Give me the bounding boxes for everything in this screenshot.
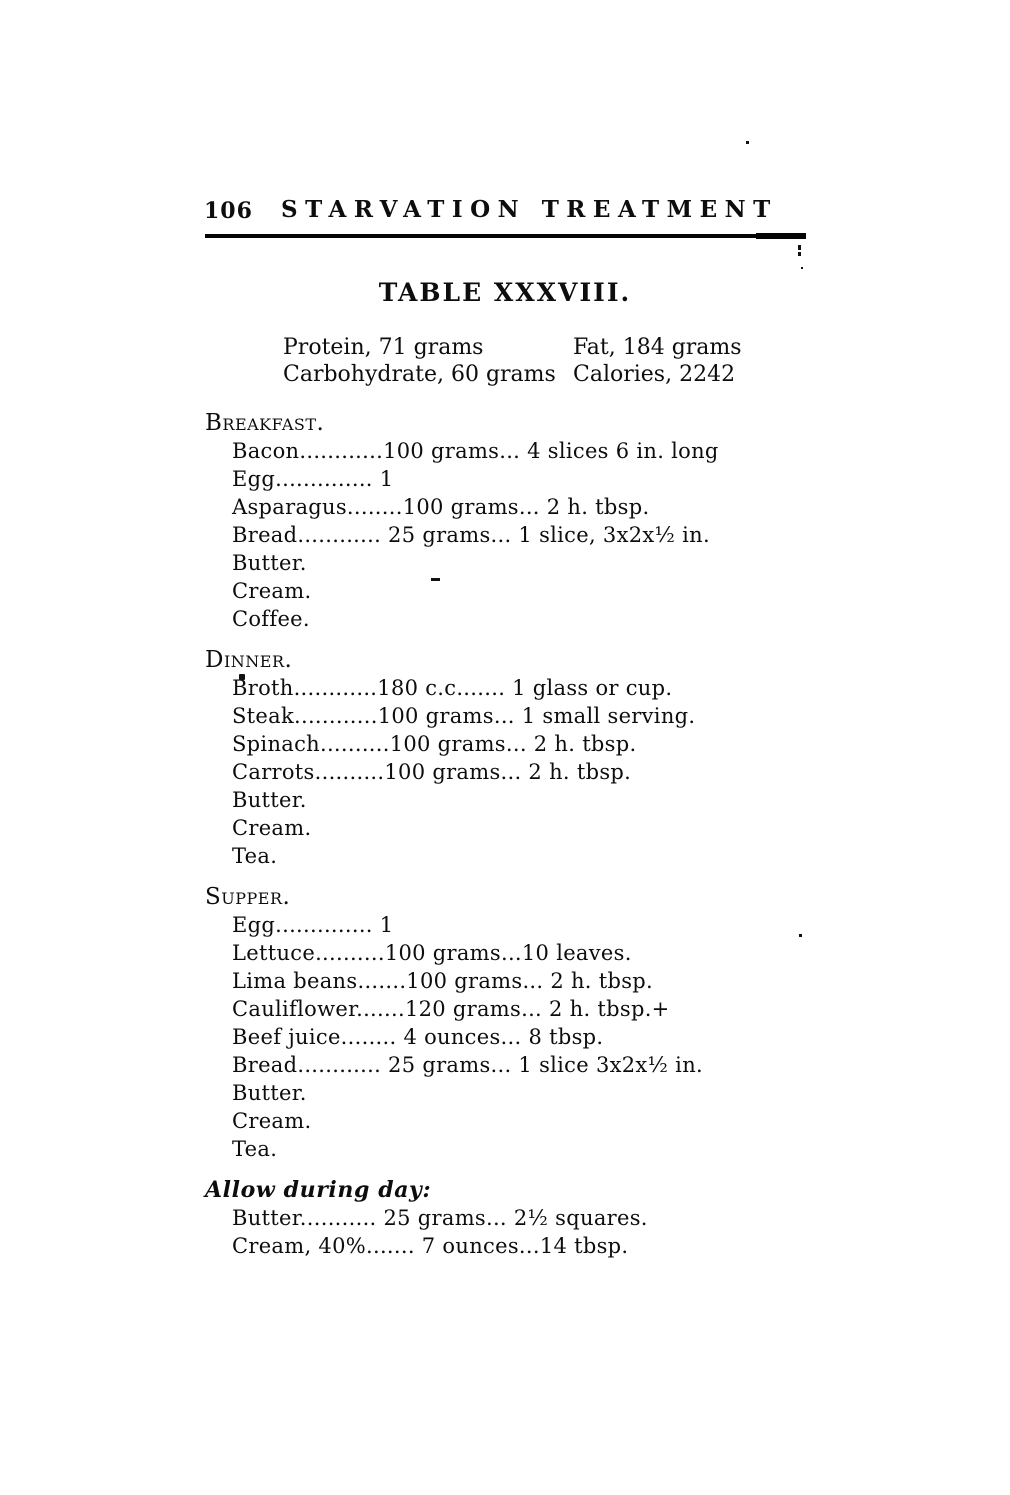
page-number: 106 xyxy=(204,198,253,224)
summary-fat: Fat, 184 grams xyxy=(573,335,742,360)
section-heading: Breakfast. xyxy=(205,410,325,436)
diet-item: Asparagus........100 grams... 2 h. tbsp. xyxy=(232,495,650,519)
summary-calories: Calories, 2242 xyxy=(573,362,736,387)
section-heading: Allow during day: xyxy=(205,1177,432,1203)
diet-item: Butter. xyxy=(232,551,307,575)
diet-item: Carrots..........100 grams... 2 h. tbsp. xyxy=(232,760,632,784)
table-title: TABLE XXXVIII. xyxy=(378,278,632,307)
diet-item: Lettuce..........100 grams...10 leaves. xyxy=(232,941,632,965)
diet-item: Cream, 40%....... 7 ounces...14 tbsp. xyxy=(232,1234,629,1258)
section-supper: Supper. Egg.............. 1 Lettuce.....… xyxy=(205,883,845,1163)
diet-item: Broth............180 c.c....... 1 glass … xyxy=(232,676,673,700)
diet-item: Butter. xyxy=(232,788,307,812)
diet-item: Cream. xyxy=(232,1109,312,1133)
section-breakfast: Breakfast. Bacon............100 grams...… xyxy=(205,409,845,633)
scan-artifact xyxy=(431,578,440,581)
scan-artifact xyxy=(798,245,801,250)
section-heading: Supper. xyxy=(205,884,291,910)
section-dinner: Dinner. Broth............180 c.c....... … xyxy=(205,646,845,870)
diet-item: Butter. xyxy=(232,1081,307,1105)
diet-item: Cream. xyxy=(232,579,312,603)
summary-row: Carbohydrate, 60 grams Calories, 2242 xyxy=(283,361,742,388)
diet-item: Lima beans.......100 grams... 2 h. tbsp. xyxy=(232,969,654,993)
header-rule-end xyxy=(756,233,806,239)
diet-item: Butter........... 25 grams... 2½ squares… xyxy=(232,1206,648,1230)
diet-item: Beef juice........ 4 ounces... 8 tbsp. xyxy=(232,1025,604,1049)
header-rule xyxy=(205,234,806,238)
diet-item: Cream. xyxy=(232,816,312,840)
scan-artifact xyxy=(746,141,749,144)
summary-protein: Protein, 71 grams xyxy=(283,335,484,360)
scan-artifact xyxy=(798,252,801,256)
summary-carbohydrate: Carbohydrate, 60 grams xyxy=(283,362,556,387)
diet-item: Steak............100 grams... 1 small se… xyxy=(232,704,696,728)
diet-item: Bacon............100 grams... 4 slices 6… xyxy=(232,439,719,463)
diet-item: Cauliflower.......120 grams... 2 h. tbsp… xyxy=(232,997,670,1021)
diet-item: Tea. xyxy=(232,844,278,868)
diet-sections: Breakfast. Bacon............100 grams...… xyxy=(205,409,845,1260)
scan-artifact xyxy=(239,674,245,680)
nutrition-summary: Protein, 71 grams Fat, 184 grams Carbohy… xyxy=(283,334,742,388)
diet-item: Egg.............. 1 xyxy=(232,467,394,491)
section-heading: Dinner. xyxy=(205,647,293,673)
scan-artifact xyxy=(801,267,803,269)
scan-artifact xyxy=(799,934,802,937)
diet-item: Spinach..........100 grams... 2 h. tbsp. xyxy=(232,732,637,756)
diet-item: Tea. xyxy=(232,1137,278,1161)
diet-item: Bread............ 25 grams... 1 slice 3x… xyxy=(232,1053,703,1077)
diet-item: Bread............ 25 grams... 1 slice, 3… xyxy=(232,523,710,547)
diet-item: Coffee. xyxy=(232,607,310,631)
diet-item: Egg.............. 1 xyxy=(232,913,394,937)
section-allow-during-day: Allow during day: Butter........... 25 g… xyxy=(205,1176,845,1260)
running-title: STARVATION TREATMENT xyxy=(281,196,778,223)
summary-row: Protein, 71 grams Fat, 184 grams xyxy=(283,334,742,361)
